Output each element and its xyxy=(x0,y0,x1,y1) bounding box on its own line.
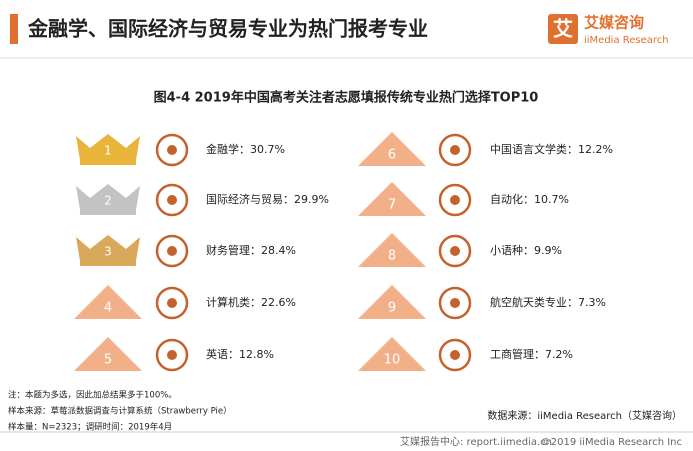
category-icon xyxy=(155,338,189,372)
item-label: 中国语言文学类：12.2% xyxy=(490,142,613,156)
note: 样本量：N=2323；调研时间：2019年4月 xyxy=(8,422,172,433)
logo-name: 艾媒咨询 xyxy=(584,14,644,32)
category-icon xyxy=(438,286,472,320)
item-label: 财务管理：28.4% xyxy=(206,243,296,257)
category-icon xyxy=(155,234,189,268)
category-icon-dot xyxy=(167,298,177,308)
category-icon-dot xyxy=(450,298,460,308)
crown xyxy=(76,134,140,160)
crown xyxy=(76,184,140,210)
title-bar xyxy=(10,14,18,44)
category-icon-dot xyxy=(167,195,177,205)
category-icon xyxy=(438,234,472,268)
rank-triangle xyxy=(358,132,426,166)
source: 数据来源：iiMedia Research（艾媒咨询） xyxy=(487,409,682,422)
category-icon-dot xyxy=(167,145,177,155)
rank-number: 8 xyxy=(388,249,396,264)
ranking: 1 金融学：30.7% 2 国际经济与贸易：29.9% 3 财务管理：28.4% 4 计算机类… xyxy=(74,132,613,372)
category-icon-dot xyxy=(450,195,460,205)
rank-number: 9 xyxy=(388,301,396,316)
crown-base xyxy=(80,210,136,215)
logo-mark: 艾 xyxy=(553,17,573,41)
rank-number: 10 xyxy=(384,353,401,368)
rank-triangle xyxy=(74,337,142,371)
category-icon xyxy=(438,133,472,167)
item-label: 计算机类：22.6% xyxy=(206,295,296,309)
category-icon xyxy=(155,133,189,167)
category-icon-dot xyxy=(167,350,177,360)
rank-number: 5 xyxy=(104,353,112,368)
footer-right: ©2019 iiMedia Research Inc xyxy=(541,437,682,448)
crown xyxy=(76,235,140,261)
footer-left: 艾媒报告中心: report.iimedia.cn xyxy=(400,435,552,448)
category-icon xyxy=(155,286,189,320)
item-label: 金融学：30.7% xyxy=(206,142,285,156)
item-label: 自动化：10.7% xyxy=(490,192,569,206)
category-icon xyxy=(438,183,472,217)
rank-triangle xyxy=(358,285,426,319)
note: 样本来源：草莓派数据调查与计算系统（Strawberry Pie） xyxy=(8,406,232,417)
crown-base xyxy=(80,160,136,165)
category-icon-dot xyxy=(167,246,177,256)
category-icon xyxy=(155,183,189,217)
category-icon-dot xyxy=(450,145,460,155)
logo-box xyxy=(548,14,578,44)
rank-number: 6 xyxy=(388,148,396,163)
page-title: 金融学、国际经济与贸易专业为热门报考专业 xyxy=(27,17,428,41)
item-label: 国际经济与贸易：29.9% xyxy=(206,192,329,206)
rank-triangle xyxy=(358,182,426,216)
note: 注：本题为多选，因此加总结果多于100%。 xyxy=(8,390,177,401)
item-label: 小语种：9.9% xyxy=(490,243,562,257)
rank-number: 3 xyxy=(104,245,112,259)
rank-triangle xyxy=(74,285,142,319)
rank-number: 4 xyxy=(104,301,112,316)
crown-base xyxy=(80,261,136,266)
rank-triangle xyxy=(358,233,426,267)
rank-number: 7 xyxy=(388,198,396,213)
item-label: 工商管理：7.2% xyxy=(490,347,573,361)
subtitle: 图4-4 2019年中国高考关注者志愿填报传统专业热门选择TOP10 xyxy=(154,90,539,106)
rank-triangle xyxy=(358,337,426,371)
item-label: 英语：12.8% xyxy=(206,347,274,361)
category-icon-dot xyxy=(450,246,460,256)
category-icon xyxy=(438,338,472,372)
notes: 注：本题为多选，因此加总结果多于100%。样本来源：草莓派数据调查与计算系统（S… xyxy=(8,390,232,433)
logo-sub: iiMedia Research xyxy=(584,35,669,46)
rank-number: 1 xyxy=(104,144,112,158)
category-icon-dot xyxy=(450,350,460,360)
rank-number: 2 xyxy=(104,194,112,208)
item-label: 航空航天类专业：7.3% xyxy=(490,295,606,309)
